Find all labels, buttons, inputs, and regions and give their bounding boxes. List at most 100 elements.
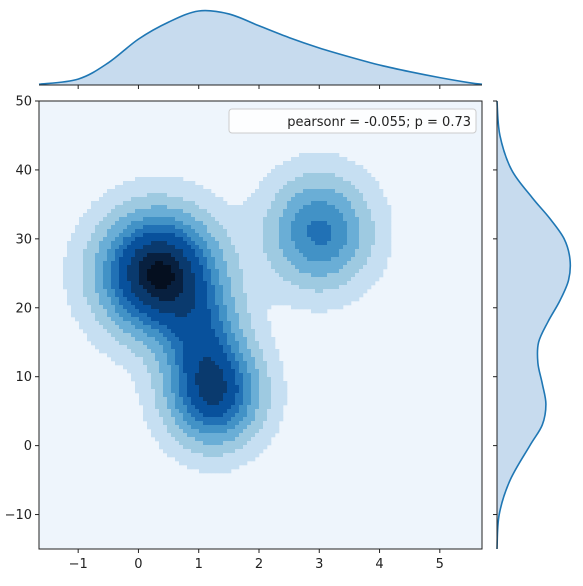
kde-contour-cell	[331, 173, 336, 178]
kde-contour-cell	[79, 273, 84, 278]
kde-contour-cell	[299, 189, 304, 194]
kde-contour-cell	[259, 441, 264, 446]
kde-contour-cell	[275, 225, 280, 230]
kde-contour-cell	[231, 317, 236, 322]
kde-contour-cell	[135, 253, 140, 258]
kde-contour-cell	[279, 193, 284, 198]
kde-contour-cell	[251, 277, 256, 282]
kde-contour-cell	[187, 269, 192, 274]
kde-contour-cell	[155, 249, 160, 254]
kde-contour-cell	[155, 285, 160, 290]
kde-contour-cell	[263, 237, 268, 242]
kde-contour-cell	[335, 285, 340, 290]
kde-contour-cell	[111, 301, 116, 306]
kde-contour-cell	[351, 185, 356, 190]
kde-contour-cell	[175, 361, 180, 366]
kde-contour-cell	[131, 321, 136, 326]
kde-contour-cell	[195, 281, 200, 286]
kde-contour-cell	[311, 181, 316, 186]
kde-contour-cell	[171, 409, 176, 414]
kde-contour-cell	[231, 409, 236, 414]
kde-contour-cell	[195, 413, 200, 418]
kde-contour-cell	[235, 349, 240, 354]
kde-contour-cell	[219, 221, 224, 226]
kde-contour-cell	[359, 269, 364, 274]
kde-contour-cell	[151, 357, 156, 362]
kde-contour-cell	[227, 277, 232, 282]
kde-contour-cell	[123, 269, 128, 274]
kde-contour-cell	[235, 437, 240, 442]
kde-contour-cell	[187, 209, 192, 214]
kde-contour-cell	[275, 261, 280, 266]
kde-contour-cell	[271, 289, 276, 294]
kde-contour-cell	[243, 345, 248, 350]
kde-contour-cell	[359, 225, 364, 230]
kde-contour-cell	[171, 233, 176, 238]
kde-contour-cell	[219, 201, 224, 206]
kde-contour-cell	[319, 153, 324, 158]
kde-contour-cell	[303, 189, 308, 194]
kde-contour-cell	[119, 249, 124, 254]
kde-contour-cell	[235, 453, 240, 458]
kde-contour-cell	[99, 301, 104, 306]
kde-contour-cell	[279, 185, 284, 190]
kde-contour-cell	[347, 285, 352, 290]
kde-contour-cell	[111, 321, 116, 326]
kde-contour-cell	[363, 185, 368, 190]
kde-contour-cell	[323, 157, 328, 162]
kde-contour-cell	[111, 217, 116, 222]
kde-contour-cell	[167, 445, 172, 450]
kde-contour-cell	[219, 461, 224, 466]
kde-contour-cell	[131, 205, 136, 210]
kde-contour-cell	[319, 185, 324, 190]
kde-contour-cell	[63, 261, 68, 266]
kde-contour-cell	[215, 449, 220, 454]
kde-contour-cell	[231, 221, 236, 226]
kde-contour-cell	[271, 237, 276, 242]
kde-contour-cell	[347, 233, 352, 238]
kde-contour-cell	[123, 281, 128, 286]
kde-contour-cell	[283, 261, 288, 266]
kde-contour-cell	[299, 245, 304, 250]
kde-contour-cell	[227, 273, 232, 278]
kde-contour-cell	[243, 433, 248, 438]
kde-contour-cell	[131, 305, 136, 310]
kde-contour-cell	[211, 441, 216, 446]
kde-contour-cell	[107, 269, 112, 274]
kde-contour-cell	[223, 417, 228, 422]
kde-contour-cell	[99, 249, 104, 254]
kde-contour-cell	[375, 269, 380, 274]
kde-contour-cell	[187, 389, 192, 394]
kde-contour-cell	[203, 349, 208, 354]
kde-contour-cell	[247, 321, 252, 326]
kde-contour-cell	[231, 381, 236, 386]
kde-contour-cell	[71, 257, 76, 262]
kde-contour-cell	[259, 277, 264, 282]
kde-contour-cell	[183, 305, 188, 310]
kde-contour-cell	[183, 333, 188, 338]
kde-contour-cell	[171, 393, 176, 398]
kde-contour-cell	[323, 269, 328, 274]
kde-contour-cell	[179, 261, 184, 266]
kde-contour-cell	[335, 269, 340, 274]
kde-contour-cell	[123, 213, 128, 218]
kde-contour-cell	[319, 165, 324, 170]
kde-contour-cell	[367, 225, 372, 230]
kde-contour-cell	[155, 345, 160, 350]
kde-contour-cell	[115, 197, 120, 202]
kde-contour-cell	[339, 177, 344, 182]
kde-contour-cell	[191, 465, 196, 470]
kde-contour-cell	[303, 181, 308, 186]
kde-contour-cell	[187, 257, 192, 262]
kde-contour-cell	[275, 173, 280, 178]
kde-contour-cell	[255, 417, 260, 422]
kde-contour-cell	[275, 189, 280, 194]
kde-contour-cell	[247, 401, 252, 406]
kde-contour-cell	[171, 441, 176, 446]
kde-contour-cell	[167, 313, 172, 318]
kde-contour-cell	[323, 265, 328, 270]
kde-contour-cell	[211, 425, 216, 430]
kde-contour-cell	[307, 273, 312, 278]
kde-contour-cell	[295, 173, 300, 178]
kde-contour-cell	[119, 337, 124, 342]
